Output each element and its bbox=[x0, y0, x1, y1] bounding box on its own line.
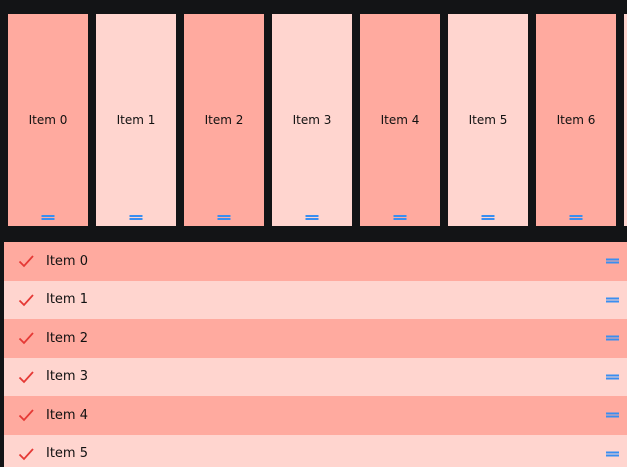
list-item[interactable]: Item 2 bbox=[4, 319, 627, 358]
drag-handle-icon[interactable] bbox=[305, 215, 319, 220]
list-item-label: Item 3 bbox=[46, 369, 88, 385]
check-icon bbox=[18, 294, 34, 307]
drag-handle-icon[interactable] bbox=[606, 297, 619, 303]
card-label: Item 0 bbox=[28, 113, 68, 127]
horizontal-list-card[interactable]: Item 1 bbox=[96, 14, 176, 226]
drag-handle-icon[interactable] bbox=[481, 215, 495, 220]
horizontal-list-card[interactable]: Item 3 bbox=[272, 14, 352, 226]
drag-handle-icon[interactable] bbox=[393, 215, 407, 220]
list-item-label: Item 4 bbox=[46, 407, 88, 423]
list-item-label: Item 1 bbox=[46, 292, 88, 308]
list-item[interactable]: Item 4 bbox=[4, 396, 627, 435]
horizontal-list-card[interactable]: Item 4 bbox=[360, 14, 440, 226]
card-label: Item 3 bbox=[292, 113, 332, 127]
drag-handle-icon[interactable] bbox=[606, 335, 619, 341]
vertical-reorderable-list: Item 0 Item 1 Item 2 Item 3 Item 4 Item 5 bbox=[4, 242, 627, 467]
drag-handle-icon[interactable] bbox=[217, 215, 231, 220]
card-label: Item 5 bbox=[468, 113, 508, 127]
check-icon bbox=[18, 448, 34, 461]
drag-handle-icon[interactable] bbox=[606, 374, 619, 380]
horizontal-list-card[interactable]: Item 6 bbox=[536, 14, 616, 226]
horizontal-list-card[interactable]: Item 2 bbox=[184, 14, 264, 226]
drag-handle-icon[interactable] bbox=[606, 412, 619, 418]
list-item-label: Item 0 bbox=[46, 253, 88, 269]
list-item[interactable]: Item 5 bbox=[4, 434, 627, 467]
list-item[interactable]: Item 0 bbox=[4, 242, 627, 281]
card-label: Item 6 bbox=[556, 113, 596, 127]
drag-handle-icon[interactable] bbox=[606, 258, 619, 264]
check-icon bbox=[18, 371, 34, 384]
card-label: Item 1 bbox=[116, 113, 156, 127]
drag-handle-icon[interactable] bbox=[569, 215, 583, 220]
drag-handle-icon[interactable] bbox=[41, 215, 55, 220]
check-icon bbox=[18, 409, 34, 422]
card-label: Item 2 bbox=[204, 113, 244, 127]
check-icon bbox=[18, 332, 34, 345]
horizontal-list-card[interactable]: Item 7 bbox=[624, 14, 627, 226]
card-label: Item 4 bbox=[380, 113, 420, 127]
list-item-label: Item 2 bbox=[46, 330, 88, 346]
list-item[interactable]: Item 3 bbox=[4, 357, 627, 396]
horizontal-reorderable-list: Item 0 Item 1 Item 2 Item 3 Item 4 Item 5 Item… bbox=[0, 14, 627, 226]
list-item[interactable]: Item 1 bbox=[4, 280, 627, 319]
horizontal-list-card[interactable]: Item 5 bbox=[448, 14, 528, 226]
check-icon bbox=[18, 255, 34, 268]
drag-handle-icon[interactable] bbox=[606, 451, 619, 457]
horizontal-list-card[interactable]: Item 0 bbox=[8, 14, 88, 226]
list-item-label: Item 5 bbox=[46, 446, 88, 462]
drag-handle-icon[interactable] bbox=[129, 215, 143, 220]
